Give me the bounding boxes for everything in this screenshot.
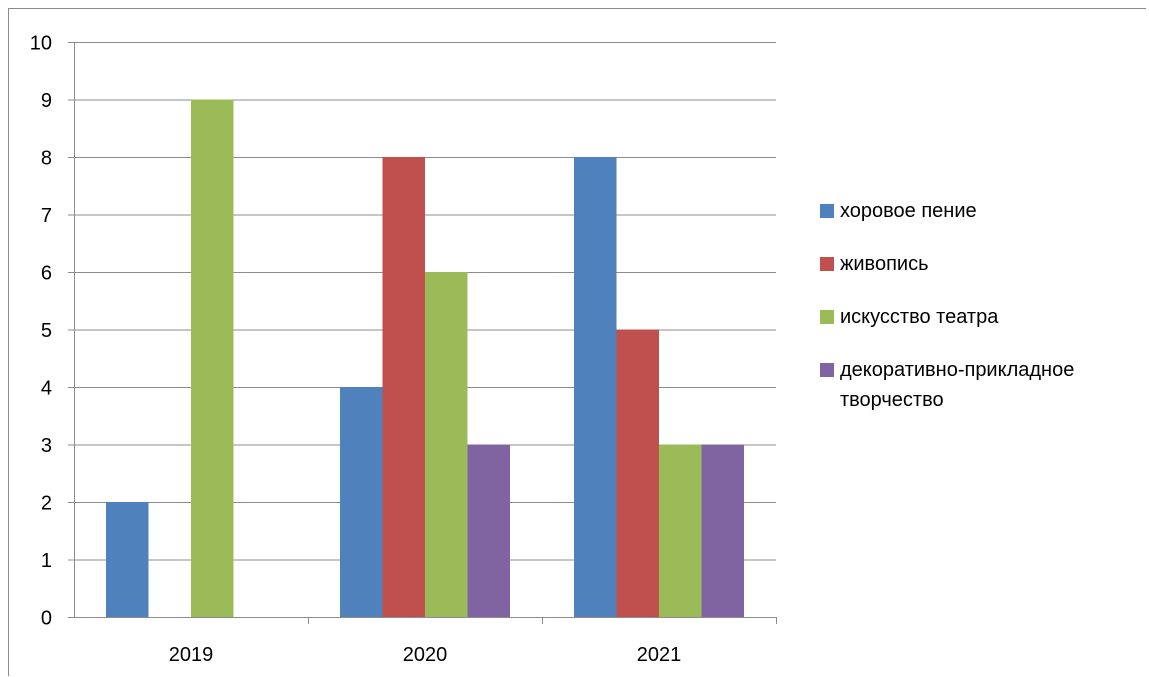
bar-2020-series-3 bbox=[425, 272, 468, 617]
y-tick-label: 8 bbox=[41, 148, 52, 170]
legend-item-theatre-art: искусство театра bbox=[820, 302, 1140, 332]
y-tick-label: 6 bbox=[41, 263, 52, 285]
x-tick-label: 2021 bbox=[637, 644, 682, 666]
legend: хоровое пение живопись искусство театра … bbox=[820, 196, 1140, 438]
legend-label: хоровое пение bbox=[840, 200, 977, 222]
bar-2021-series-4 bbox=[701, 444, 744, 617]
bar-2021-series-2 bbox=[616, 329, 659, 617]
legend-label: декоративно-прикладное творчество bbox=[840, 359, 1075, 411]
y-tick-label: 0 bbox=[41, 608, 52, 630]
legend-label: искусство театра bbox=[840, 306, 999, 328]
bar-2021-series-1 bbox=[574, 157, 617, 617]
bar-2019-series-3 bbox=[191, 99, 234, 617]
y-tick-label: 9 bbox=[41, 90, 52, 112]
y-tick-label: 2 bbox=[41, 493, 52, 515]
bar-2021-series-3 bbox=[659, 444, 702, 617]
chart-frame bbox=[8, 8, 1146, 676]
y-tick-label: 7 bbox=[41, 205, 52, 227]
axes bbox=[68, 42, 777, 624]
y-tick-label: 10 bbox=[30, 33, 52, 55]
bar-2020-series-4 bbox=[467, 444, 510, 617]
bar-2020-series-2 bbox=[382, 157, 425, 617]
legend-swatch bbox=[820, 310, 834, 324]
bar-2019-series-1 bbox=[106, 502, 149, 617]
legend-swatch bbox=[820, 204, 834, 218]
y-tick-label: 4 bbox=[41, 378, 52, 400]
y-axis-tick-labels: 0 1 2 3 4 5 6 7 8 9 10 bbox=[30, 33, 52, 630]
legend-item-painting: живопись bbox=[820, 249, 1140, 279]
y-tick-label: 5 bbox=[41, 320, 52, 342]
legend-item-choral-singing: хоровое пение bbox=[820, 196, 1140, 226]
x-tick-label: 2019 bbox=[169, 644, 214, 666]
legend-label: живопись bbox=[840, 253, 929, 275]
x-tick-label: 2020 bbox=[403, 644, 448, 666]
bars bbox=[106, 99, 744, 617]
legend-item-decorative-applied-art: декоративно-прикладное творчество bbox=[820, 355, 1140, 415]
y-tick-label: 1 bbox=[41, 550, 52, 572]
legend-swatch bbox=[820, 257, 834, 271]
legend-swatch bbox=[820, 363, 834, 377]
bar-2020-series-1 bbox=[340, 387, 383, 617]
y-tick-label: 3 bbox=[41, 435, 52, 457]
x-axis-tick-labels: 2019 2020 2021 bbox=[169, 644, 682, 666]
